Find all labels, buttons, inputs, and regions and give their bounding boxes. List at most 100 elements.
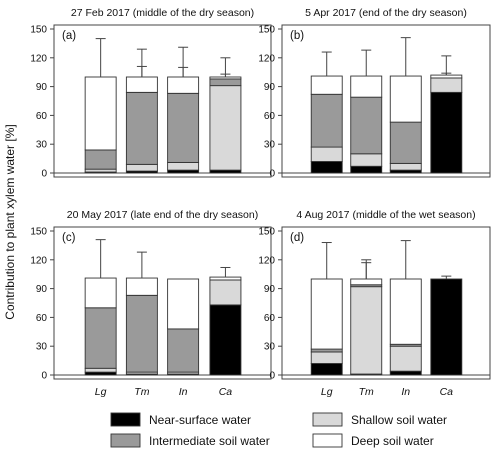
bar-segment (84, 76, 117, 151)
bar-segment (389, 278, 422, 345)
bar-stack-Lg (84, 239, 117, 376)
bar-segment (430, 91, 463, 174)
panel-label: (a) (62, 30, 76, 42)
y-tick-label: 0 (41, 169, 47, 180)
category-label: In (179, 386, 188, 398)
legend-item: Near-surface water (110, 412, 251, 427)
bar-segment (389, 121, 422, 164)
y-tick-label: 0 (269, 371, 275, 382)
y-tick-label: 30 (36, 140, 48, 151)
plot-frame (281, 24, 491, 178)
y-tick-label: 30 (36, 342, 48, 353)
bar-stack-Lg (310, 242, 343, 376)
bar-segment (209, 276, 242, 281)
y-tick-label: 150 (30, 227, 47, 238)
bar-segment (167, 278, 200, 330)
panel-label: (b) (290, 30, 304, 42)
bar-segment (167, 76, 200, 94)
panel-label: (c) (62, 232, 76, 244)
bar-segment (125, 163, 158, 172)
y-tick-label: 30 (264, 342, 276, 353)
bar-segment (310, 161, 343, 174)
bar-stack-Lg (310, 51, 343, 174)
panel-title: 20 May 2017 (late end of the dry season) (67, 209, 258, 221)
y-tick-label: 120 (258, 255, 275, 266)
bar-stack-Tm (350, 49, 383, 174)
bar-segment (350, 153, 383, 167)
y-tick-label: 30 (264, 140, 276, 151)
y-tick-label: 60 (36, 313, 48, 324)
bar-segment (310, 363, 343, 376)
bar-segment (209, 85, 242, 171)
bar-stack-In (389, 240, 422, 376)
bar-segment (310, 146, 343, 162)
bar-segment (209, 78, 242, 87)
bar-stack-Ca (430, 55, 463, 174)
y-tick-label: 60 (264, 313, 276, 324)
bar-stack-Tm (125, 251, 158, 376)
bar-segment (125, 277, 158, 296)
bar-segment (167, 328, 200, 373)
y-tick-label: 120 (30, 53, 47, 64)
legend-swatch (110, 412, 141, 427)
plot-frame (53, 24, 272, 178)
bar-segment (209, 279, 242, 306)
bar-segment (389, 345, 422, 372)
legend: Near-surface water Shallow soil water Inte… (110, 412, 447, 448)
y-tick-label: 60 (264, 111, 276, 122)
bar-stack-Ca (430, 275, 463, 376)
y-tick-label: 90 (36, 284, 48, 295)
panel-2: 5 Apr 2017 (end of the dry season)(b) 0 30… (258, 7, 491, 180)
bar-segment (167, 92, 200, 163)
category-label: Ca (219, 386, 233, 398)
bar-stack-In (167, 278, 200, 376)
y-tick-label: 0 (269, 169, 275, 180)
panel-1: 27 Feb 2017 (middle of the dry season) (a… (30, 7, 272, 180)
y-tick-label: 90 (264, 284, 276, 295)
bar-segment (350, 165, 383, 174)
y-tick-label: 120 (258, 53, 275, 64)
bar-segment (350, 278, 383, 286)
legend-label: Deep soil water (351, 434, 434, 448)
bar-stack-Ca (209, 266, 242, 376)
y-tick-label: 90 (264, 82, 276, 93)
bar-segment (310, 93, 343, 148)
bar-segment (84, 367, 117, 373)
legend-item: Shallow soil water (312, 412, 447, 427)
bar-stack-Ca (209, 57, 242, 174)
bar-stack-Tm (350, 259, 383, 376)
legend-swatch (110, 433, 141, 448)
bar-segment (389, 370, 422, 376)
bar-segment (389, 162, 422, 171)
bar-segment (125, 91, 158, 165)
y-axis-label: Contribution to plant xylem water [%] (3, 124, 17, 319)
panels: 27 Feb 2017 (middle of the dry season) (a… (30, 7, 491, 398)
bar-segment (209, 76, 242, 80)
y-tick-label: 150 (258, 227, 275, 238)
legend-label: Shallow soil water (351, 413, 447, 427)
bar-stack-Lg (84, 38, 117, 174)
bar-segment (350, 286, 383, 375)
legend-label: Near-surface water (149, 413, 251, 427)
panel-3: 20 May 2017 (late end of the dry season)… (30, 209, 272, 398)
category-label: In (401, 386, 410, 398)
bar-segment (350, 75, 383, 98)
y-tick-label: 150 (258, 25, 275, 36)
legend-item: Deep soil water (312, 433, 434, 448)
y-tick-label: 60 (36, 111, 48, 122)
legend-label: Intermediate soil water (149, 434, 270, 448)
bar-segment (167, 161, 200, 171)
bar-segment (350, 96, 383, 155)
bar-stack-Tm (125, 48, 158, 174)
legend-swatch (312, 412, 343, 427)
plot-frame (53, 226, 272, 380)
category-label: Lg (321, 386, 333, 398)
panel-title: 4 Aug 2017 (middle of the wet season) (296, 209, 475, 221)
bar-segment (209, 304, 242, 376)
bar-segment (310, 75, 343, 95)
panel-4: 4 Aug 2017 (middle of the wet season) (d)… (258, 209, 491, 398)
panel-title: 5 Apr 2017 (end of the dry season) (305, 7, 467, 19)
y-tick-label: 120 (30, 255, 47, 266)
bar-segment (310, 351, 343, 364)
